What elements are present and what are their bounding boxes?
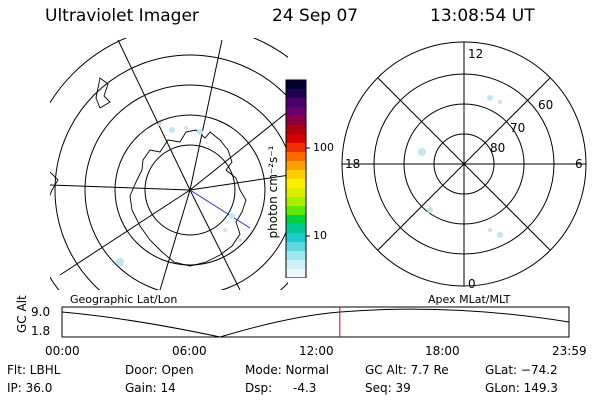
colorbar-swatch [286,242,306,252]
mlt-line-diag-2 [377,77,551,251]
mlt-label-top: 12 [468,47,484,61]
door-info: Door: Open [125,363,194,377]
colorbar-swatches [286,80,306,278]
mlt-label-bottom: 0 [468,277,476,291]
colorbar-swatch [286,134,306,144]
latitude-circles [50,38,288,290]
colorbar-swatch [286,206,306,216]
colorbar-swatch [286,161,306,171]
apex-polar-plot [341,41,587,287]
colorbar-swatch [286,80,306,90]
colorbar-swatch [286,260,306,270]
filter-info: Flt: LBHL [7,363,61,377]
subsatellite-track [189,189,251,229]
date-label: 24 Sep 07 [272,6,359,26]
colorbar-swatch [286,179,306,189]
colorbar-swatch [286,152,306,162]
aurora-noise [116,122,242,266]
colorbar-tick-100: 100 [313,141,334,154]
geographic-map [50,38,288,290]
colorbar-swatch [286,125,306,135]
dsp-value: -4.3 [293,381,317,395]
colorbar-swatch [286,143,306,153]
timeline-xtick-0600: 06:00 [172,344,207,358]
coastline-fragment-2 [50,171,59,197]
colorbar-swatch [286,107,306,117]
geographic-label: Geographic Lat/Lon [70,293,178,306]
coastline-fragment [95,77,111,109]
colorbar-swatch [286,269,306,278]
colorbar-swatch [286,89,306,99]
mlat-label-80: 80 [490,141,506,155]
glon-info: GLon: 149.3 [485,381,558,395]
dsp-label: Dsp: [245,381,273,395]
time-label: 13:08:54 UT [430,6,535,26]
mlat-label-60: 60 [538,98,554,112]
mode-info: Mode: Normal [245,363,329,377]
colorbar-swatch [286,116,306,126]
timeline-ytick-max: 9.0 [31,305,51,319]
colorbar-swatch [286,98,306,108]
colorbar-swatch [286,251,306,261]
ip-info: IP: 36.0 [7,381,53,395]
timeline-xtick-2359: 23:59 [552,344,587,358]
timeline-xtick-1800: 18:00 [425,344,460,358]
gc-alt-info: GC Alt: 7.7 Re [365,363,449,377]
altitude-curve [61,308,570,338]
aurora-noise [418,95,503,238]
timeline-ylabel: GC Alt [15,295,29,333]
colorbar-swatch [286,197,306,207]
mlt-label-left: 18 [345,157,361,171]
glat-info: GLat: −74.2 [485,363,558,377]
longitude-lines [50,39,288,290]
timeline-xtick-1200: 12:00 [299,344,334,358]
apex-label: Apex MLat/MLT [428,293,511,306]
timeline-xtick-0000: 00:00 [45,344,80,358]
colorbar-tick-10: 10 [313,229,327,242]
colorbar-swatch [286,224,306,234]
instrument-title: Ultraviolet Imager [45,6,199,26]
seq-info: Seq: 39 [365,381,411,395]
colorbar-swatch [286,233,306,243]
colorbar-swatch [286,215,306,225]
mlat-label-70: 70 [510,121,526,135]
gain-info: Gain: 14 [125,381,176,395]
colorbar-swatch [286,188,306,198]
colorbar [285,79,310,278]
colorbar-swatch [286,170,306,180]
timeline-ytick-min: 1.8 [31,324,51,338]
coastline [129,129,247,267]
mlt-label-right: 6 [575,157,583,171]
